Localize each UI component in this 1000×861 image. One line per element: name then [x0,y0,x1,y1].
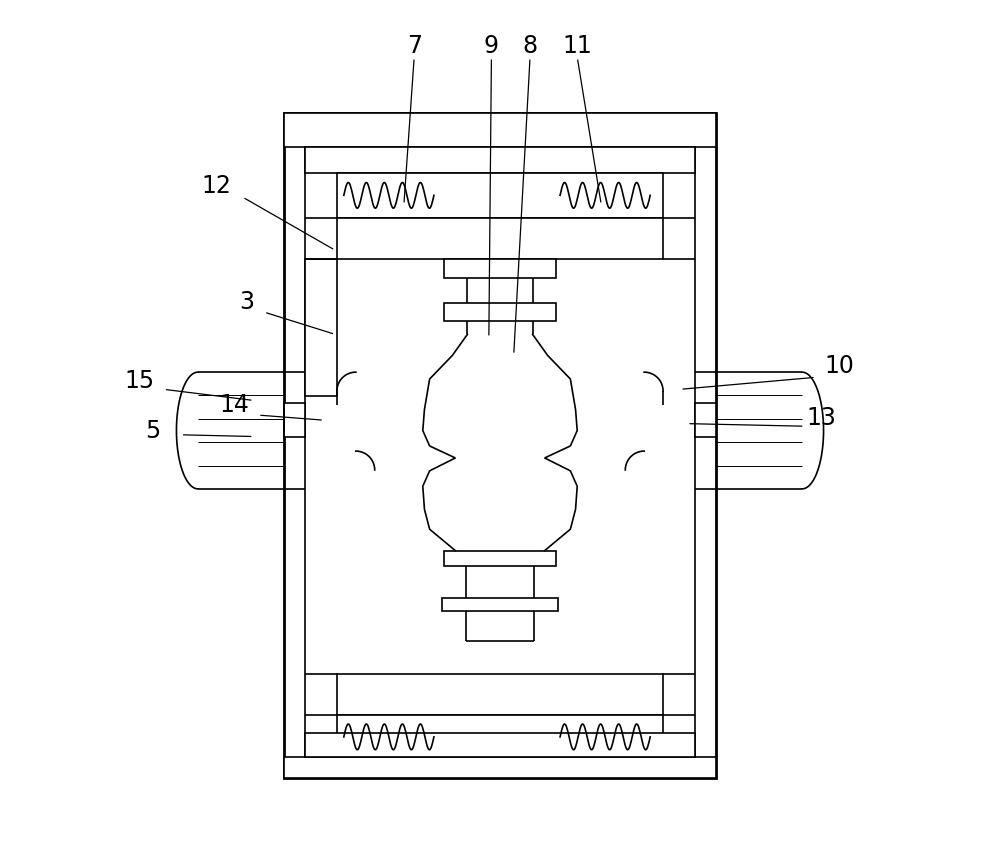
Text: 10: 10 [824,354,854,378]
Bar [284,403,305,437]
Text: 3: 3 [239,290,254,313]
Bar [284,113,716,778]
Text: 8: 8 [522,34,538,58]
Text: 7: 7 [407,34,422,58]
Bar [305,134,695,757]
Bar [444,259,556,278]
Text: 15: 15 [124,369,155,393]
Bar [305,259,337,396]
Text: 9: 9 [484,34,499,58]
Bar [444,303,556,320]
Bar [442,598,558,610]
Text: 5: 5 [145,418,160,443]
Bar [337,218,663,259]
Text: 11: 11 [562,34,592,58]
Bar [284,757,716,778]
Bar [284,113,716,147]
Bar [695,403,716,437]
Bar [337,674,663,715]
Bar [305,733,695,757]
Bar [337,173,663,218]
Bar [444,551,556,566]
Bar [337,715,663,759]
Text: 14: 14 [219,393,249,417]
Text: 12: 12 [202,174,232,198]
Text: 13: 13 [807,406,837,430]
Bar [305,147,695,173]
